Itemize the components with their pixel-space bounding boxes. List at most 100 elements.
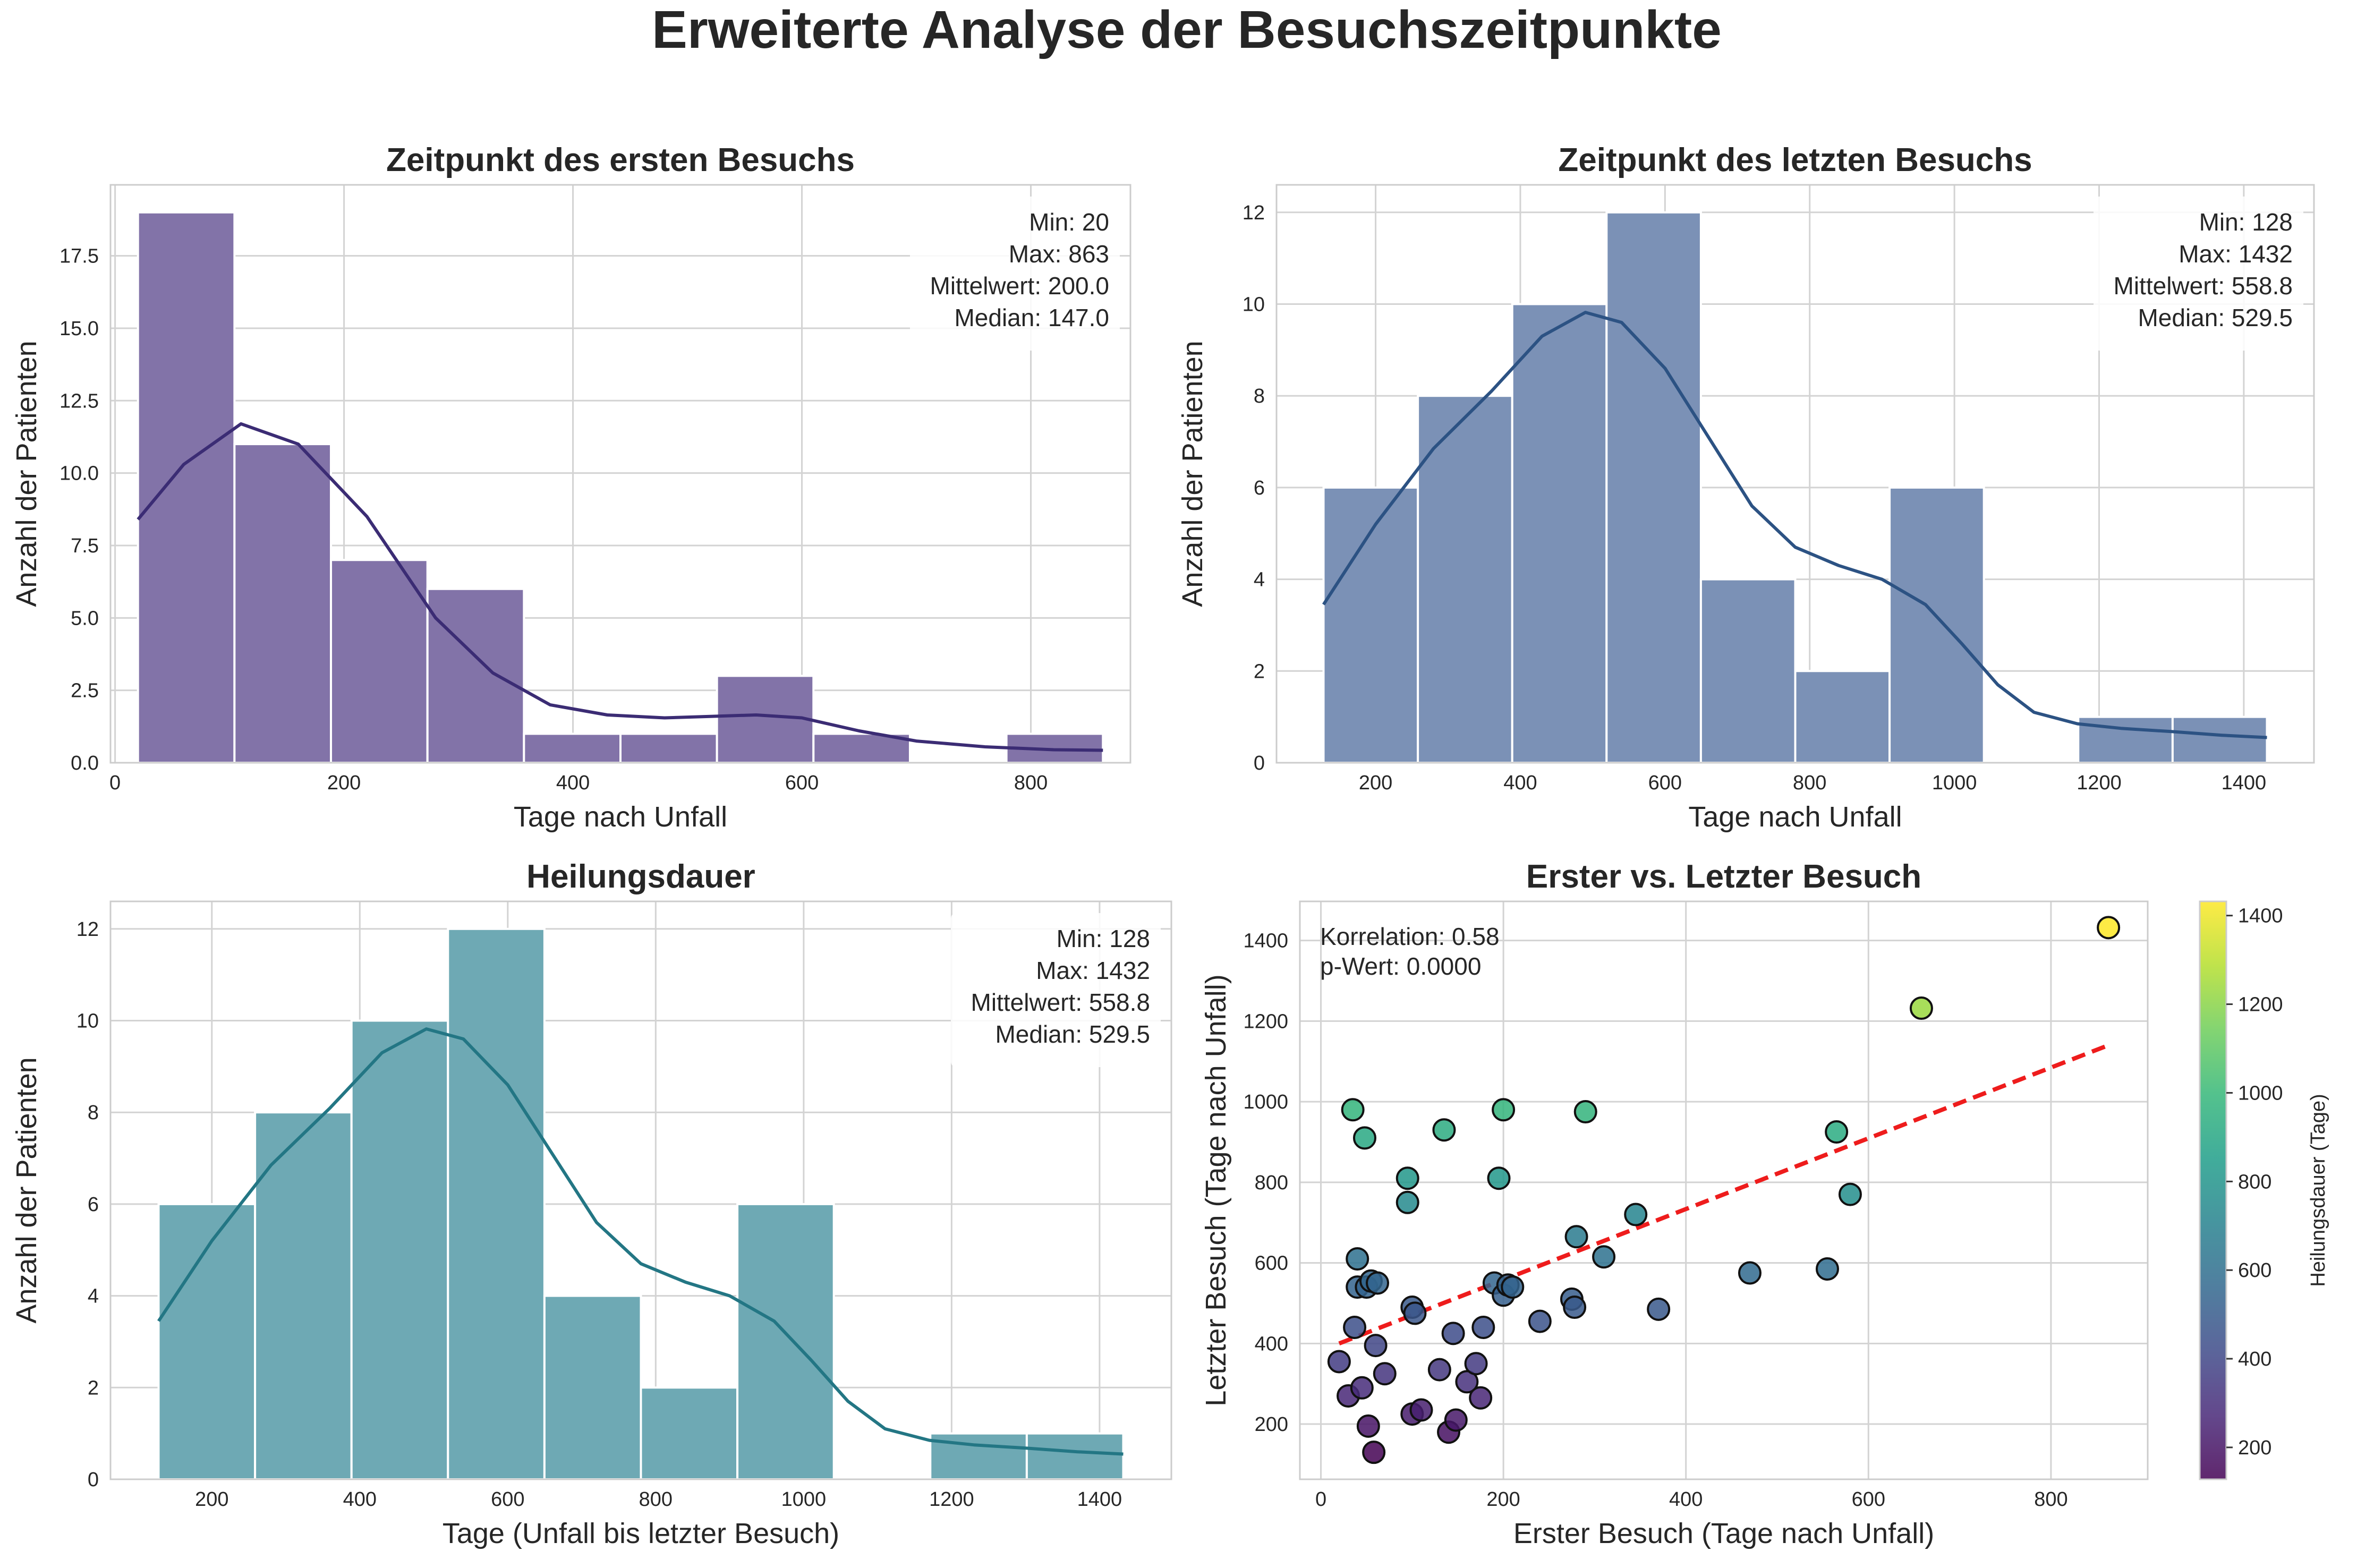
histogram-bar [233, 443, 333, 764]
stats-line: Max: 863 [1009, 240, 1109, 268]
kde-curve [1322, 311, 2267, 739]
chart-scatter: 0 200 400 600 800 200 400 600 800 1000 1200 1400 Kor… [1200, 858, 2149, 1549]
y-tick-label: 7.5 [71, 535, 99, 557]
x-tick-label: 1200 [2077, 772, 2122, 794]
scatter-point [1563, 1296, 1587, 1319]
scatter-point [1396, 1166, 1419, 1190]
histogram-bar [736, 1203, 835, 1480]
scatter-point [1432, 1118, 1456, 1142]
histogram-bar [1605, 211, 1702, 764]
x-axis-label: Erster Besuch (Tage nach Unfall) [1513, 1518, 1934, 1549]
axes-frame [1275, 184, 2315, 764]
x-tick-label: 200 [1359, 772, 1392, 794]
scatter-point [1327, 1350, 1351, 1374]
scatter-point [1738, 1261, 1762, 1285]
y-tick-label: 0 [1254, 752, 1265, 774]
scatter-point [1464, 1352, 1488, 1376]
stats-line: Mittelwert: 200.0 [930, 272, 1109, 300]
histogram-bar [137, 211, 236, 764]
y-tick-label: 15.0 [59, 318, 99, 340]
x-tick-label: 600 [1852, 1488, 1885, 1511]
y-tick-label: 200 [1255, 1413, 1288, 1436]
chart-last: 200 400 600 800 1000 1200 1400 0 2 4 6 8 10 12 Min: 12… [1177, 142, 2315, 833]
panel-title: Erster vs. Letzter Besuch [1526, 858, 1921, 895]
x-tick-label: 800 [1793, 772, 1826, 794]
x-tick-label: 0 [1315, 1488, 1326, 1511]
y-tick-label: 10 [1243, 294, 1265, 316]
kde-curve [137, 422, 1103, 752]
x-tick-label: 600 [1648, 772, 1682, 794]
stats-line: Mittelwert: 558.8 [971, 988, 1150, 1016]
scatter-point [1838, 1182, 1862, 1206]
histogram-bar [2171, 715, 2268, 764]
x-axis-label: Tage nach Unfall [1688, 801, 1902, 833]
panel-title: Zeitpunkt des ersten Besuchs [386, 142, 855, 178]
scatter-point [1346, 1247, 1369, 1271]
histogram-bar [350, 1019, 449, 1480]
scatter-point [2097, 916, 2121, 940]
y-tick-label: 800 [1255, 1172, 1288, 1194]
histogram-bar [1417, 395, 1513, 764]
x-tick-label: 400 [556, 772, 590, 794]
scatter-point [1343, 1315, 1367, 1339]
x-tick-label: 1000 [1932, 772, 1977, 794]
scatter-point [1427, 1358, 1451, 1382]
y-tick-label: 6 [88, 1194, 99, 1216]
kde-curve [157, 1027, 1124, 1456]
regression-line [1338, 1043, 2109, 1346]
colorbar-tick-label: 1400 [2238, 905, 2283, 927]
histogram-bar [330, 559, 429, 764]
y-tick-label: 1200 [1243, 1010, 1288, 1033]
x-tick-label: 800 [2034, 1488, 2067, 1511]
x-tick-label: 400 [1669, 1488, 1703, 1511]
y-axis-label: Anzahl der Patienten [1177, 340, 1209, 607]
y-tick-label: 0 [88, 1469, 99, 1491]
scatter-point [1469, 1386, 1493, 1410]
histogram-bar [640, 1386, 739, 1480]
x-tick-label: 1000 [781, 1488, 827, 1511]
x-tick-label: 1200 [929, 1488, 974, 1511]
histogram-bar [1025, 1432, 1125, 1481]
x-tick-label: 400 [1503, 772, 1537, 794]
stats-line: Median: 529.5 [995, 1020, 1150, 1048]
stats-line: Min: 128 [2199, 208, 2293, 236]
y-tick-label: 4 [88, 1285, 99, 1308]
scatter-point [1501, 1275, 1525, 1299]
chart-heal: 200 400 600 800 1000 1200 1400 0 2 4 6 8 10 12 Min: 12… [11, 858, 1172, 1549]
scatter-point [1364, 1334, 1388, 1358]
y-tick-label: 2.5 [71, 680, 99, 702]
scatter-point [1366, 1271, 1390, 1295]
correlation-annotation: p-Wert: 0.0000 [1320, 952, 1481, 980]
y-tick-label: 8 [88, 1102, 99, 1124]
scatter-point [1825, 1120, 1849, 1144]
chart-first: 0 200 400 600 800 0.0 2.5 5.0 7.5 10.0 12.5 15.0 17.… [11, 142, 1131, 833]
scatter-point [1396, 1190, 1419, 1214]
panel-title: Heilungsdauer [526, 858, 755, 895]
y-tick-label: 600 [1255, 1252, 1288, 1275]
y-tick-label: 12.5 [59, 390, 99, 412]
scatter-point [1362, 1441, 1386, 1464]
x-tick-label: 200 [327, 772, 361, 794]
histogram-bar [716, 675, 815, 764]
scatter-point [1455, 1370, 1479, 1394]
colorbar-tick-label: 200 [2238, 1437, 2271, 1459]
y-tick-label: 400 [1255, 1333, 1288, 1355]
histogram-bar [254, 1111, 353, 1480]
x-tick-label: 1400 [2222, 772, 2267, 794]
x-tick-label: 200 [1486, 1488, 1520, 1511]
histogram-bar [1888, 486, 1985, 764]
scatter-point [1409, 1398, 1433, 1422]
stats-line: Median: 147.0 [954, 304, 1109, 331]
histogram-bar [1699, 578, 1797, 764]
y-tick-label: 10 [76, 1010, 99, 1033]
stats-line: Max: 1432 [1036, 957, 1150, 984]
scatter-point [1356, 1414, 1380, 1438]
histogram-bar [543, 1294, 642, 1481]
histogram-bar [426, 587, 525, 764]
x-tick-label: 1400 [1077, 1488, 1122, 1511]
y-tick-label: 1400 [1243, 930, 1288, 952]
scatter-point [1647, 1297, 1671, 1321]
scatter-point [1350, 1376, 1374, 1400]
histogram-bar [1794, 670, 1891, 764]
